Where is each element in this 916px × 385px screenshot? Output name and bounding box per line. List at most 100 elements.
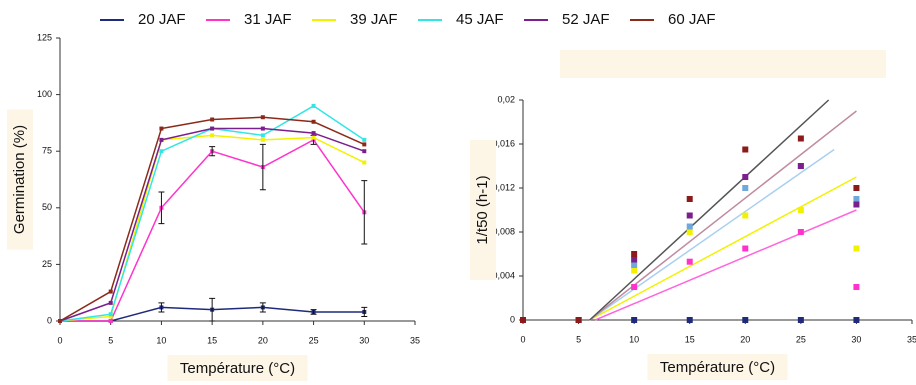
point: [742, 146, 749, 153]
point: [631, 251, 638, 257]
series-line: [59, 134, 365, 322]
point: [686, 212, 693, 219]
x-tick-label: 25: [796, 334, 806, 344]
y-tick-label: 25: [42, 259, 52, 269]
point: [853, 196, 860, 202]
point: [520, 317, 526, 323]
y-tick-label: 0,008: [492, 226, 515, 236]
x-tick-label: 15: [685, 334, 695, 344]
point: [210, 126, 215, 131]
point: [108, 314, 113, 319]
point: [108, 289, 113, 294]
legend-label: 31 JAF: [244, 11, 292, 28]
point: [853, 185, 860, 191]
point: [311, 119, 316, 124]
fit-line: [589, 99, 830, 321]
point: [311, 135, 316, 140]
point: [631, 317, 638, 323]
x-tick-label: 15: [207, 335, 217, 345]
point: [853, 201, 860, 208]
point: [686, 317, 693, 323]
point: [742, 185, 749, 191]
x-tick-label: 35: [907, 334, 916, 344]
point: [853, 317, 860, 323]
point: [108, 300, 113, 305]
y-tick-label: 100: [37, 89, 52, 99]
empty-box: [560, 50, 886, 78]
point: [58, 319, 62, 323]
point: [631, 267, 638, 274]
point: [210, 133, 215, 138]
point: [686, 196, 693, 202]
point: [797, 135, 804, 142]
error-bar: [209, 146, 216, 157]
point: [210, 117, 215, 122]
point: [159, 126, 164, 131]
x-tick-label: 20: [740, 334, 750, 344]
point: [797, 317, 804, 323]
x-tick-label: 30: [851, 334, 861, 344]
x-axis-title: Température (°C): [180, 360, 295, 377]
x-tick-label: 30: [359, 335, 369, 345]
point: [260, 137, 265, 142]
fit-line: [589, 110, 857, 321]
point: [797, 207, 804, 213]
x-tick-label: 10: [629, 334, 639, 344]
y-tick-label: 0,012: [492, 182, 515, 192]
point: [159, 149, 164, 154]
point: [311, 103, 316, 108]
point: [311, 131, 316, 136]
point: [631, 284, 638, 290]
point: [108, 312, 113, 317]
x-tick-label: 5: [108, 335, 113, 345]
point: [362, 160, 367, 165]
x-tick-label: 0: [57, 335, 62, 345]
x-tick-label: 5: [576, 334, 581, 344]
x-label-bg: [647, 354, 788, 380]
y-tick-label: 50: [42, 202, 52, 212]
y-label-bg: [7, 109, 33, 250]
error-bar: [209, 297, 216, 322]
point: [108, 319, 113, 323]
point: [742, 212, 749, 219]
point: [742, 174, 749, 180]
y-tick-label: 0: [510, 314, 515, 324]
legend-label: 20 JAF: [138, 11, 186, 28]
x-tick-label: 20: [258, 335, 268, 345]
y-label-bg: [470, 140, 496, 280]
point: [362, 142, 367, 147]
error-bar: [158, 191, 165, 225]
y-tick-label: 125: [37, 32, 52, 42]
point: [797, 229, 804, 235]
error-bar: [361, 306, 368, 317]
point: [159, 137, 164, 142]
point: [853, 284, 860, 290]
error-bar: [361, 180, 368, 245]
fit-line: [589, 148, 835, 321]
legend-label: 52 JAF: [562, 11, 610, 28]
x-label-bg: [167, 355, 308, 381]
legend-label: 45 JAF: [456, 11, 504, 28]
y-tick-label: 75: [42, 146, 52, 156]
y-tick-label: 0: [47, 315, 52, 325]
error-bar: [158, 302, 165, 313]
point: [686, 258, 693, 265]
fit-line: [594, 209, 857, 321]
point: [631, 262, 638, 268]
y-axis-title: 1/t50 (h-1): [474, 175, 491, 244]
point: [362, 149, 367, 154]
x-tick-label: 25: [309, 335, 319, 345]
point: [260, 126, 265, 131]
legend-label: 39 JAF: [350, 11, 398, 28]
point: [742, 317, 749, 323]
y-tick-label: 0,02: [497, 94, 515, 104]
y-axis-title: Germination (%): [11, 125, 28, 234]
y-tick-label: 0,004: [492, 270, 515, 280]
point: [853, 245, 860, 252]
point: [686, 229, 693, 235]
point: [686, 223, 693, 230]
x-tick-label: 35: [410, 335, 420, 345]
point: [742, 245, 749, 252]
point: [631, 256, 638, 263]
